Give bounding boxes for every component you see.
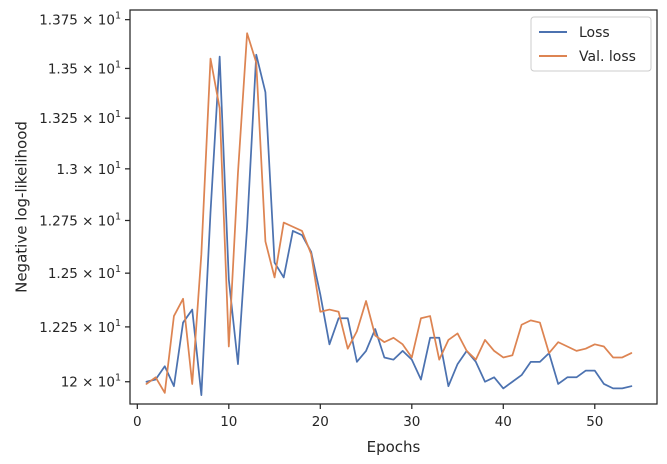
x-tick-label: 10 xyxy=(220,414,237,430)
y-tick-label: 1.375 × 101 xyxy=(39,11,121,29)
series-line-loss xyxy=(145,53,633,396)
plot-frame xyxy=(129,9,658,405)
y-ticks: 12 × 101 1.225 × 101 1.25 × 101 1.275 × 101… xyxy=(39,11,130,391)
series-line-val-loss xyxy=(145,32,633,394)
x-tick-label: 40 xyxy=(495,414,512,430)
legend-box xyxy=(530,16,652,72)
y-tick-label: 1.35 × 101 xyxy=(48,59,121,77)
legend-label-loss: Loss xyxy=(579,25,610,41)
y-tick-label: 1.325 × 101 xyxy=(39,109,121,127)
x-tick-label: 20 xyxy=(312,414,329,430)
plot-lines xyxy=(145,32,633,396)
x-ticks: 0 10 20 30 40 50 xyxy=(133,404,603,430)
y-tick-label: 12 × 101 xyxy=(61,373,121,391)
y-tick-label: 1.275 × 101 xyxy=(39,211,121,229)
x-tick-label: 0 xyxy=(133,414,142,430)
x-axis-label: Epochs xyxy=(367,438,421,456)
x-tick-label: 50 xyxy=(586,414,603,430)
legend-label-val-loss: Val. loss xyxy=(579,49,636,65)
legend: Loss Val. loss xyxy=(530,16,652,72)
y-axis-label: Negative log-likelihood xyxy=(12,121,30,293)
x-tick-label: 30 xyxy=(403,414,420,430)
y-tick-label: 1.25 × 101 xyxy=(48,264,121,282)
y-tick-label: 1.3 × 101 xyxy=(56,160,121,178)
y-tick-label: 1.225 × 101 xyxy=(39,318,121,336)
